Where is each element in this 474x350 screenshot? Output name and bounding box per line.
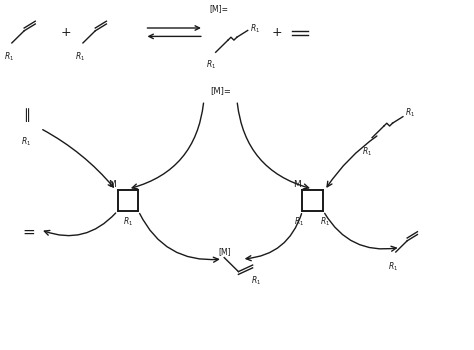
- Text: [M]: [M]: [218, 247, 230, 256]
- Text: $\parallel$: $\parallel$: [21, 106, 31, 124]
- Text: $=$: $=$: [20, 224, 36, 238]
- Text: $R_1$: $R_1$: [319, 216, 330, 228]
- FancyArrowPatch shape: [246, 214, 301, 261]
- Text: $R_1$: $R_1$: [123, 216, 133, 228]
- FancyArrowPatch shape: [132, 103, 203, 189]
- Text: $R_1$: $R_1$: [21, 135, 31, 148]
- FancyArrowPatch shape: [237, 103, 309, 189]
- Text: [M]=: [M]=: [210, 86, 231, 95]
- FancyArrowPatch shape: [45, 213, 116, 236]
- Text: $R_1$: $R_1$: [4, 50, 15, 63]
- Text: +: +: [272, 26, 283, 39]
- FancyArrowPatch shape: [327, 136, 377, 187]
- FancyArrowPatch shape: [43, 130, 113, 187]
- Text: M: M: [109, 181, 116, 189]
- Text: $R_1$: $R_1$: [250, 23, 260, 35]
- Text: M: M: [293, 181, 301, 189]
- Text: +: +: [61, 26, 72, 39]
- Text: $R_1$: $R_1$: [206, 58, 216, 71]
- FancyArrowPatch shape: [140, 214, 219, 262]
- FancyArrowPatch shape: [325, 214, 396, 251]
- Text: $R_1$: $R_1$: [251, 274, 261, 287]
- Text: $R_1$: $R_1$: [75, 50, 86, 63]
- Text: $R_1$: $R_1$: [388, 260, 399, 273]
- Text: $R_1$: $R_1$: [405, 107, 415, 119]
- Text: $R_1$: $R_1$: [362, 146, 373, 158]
- Text: $R_1$: $R_1$: [293, 216, 304, 228]
- Text: [M]=: [M]=: [210, 4, 228, 13]
